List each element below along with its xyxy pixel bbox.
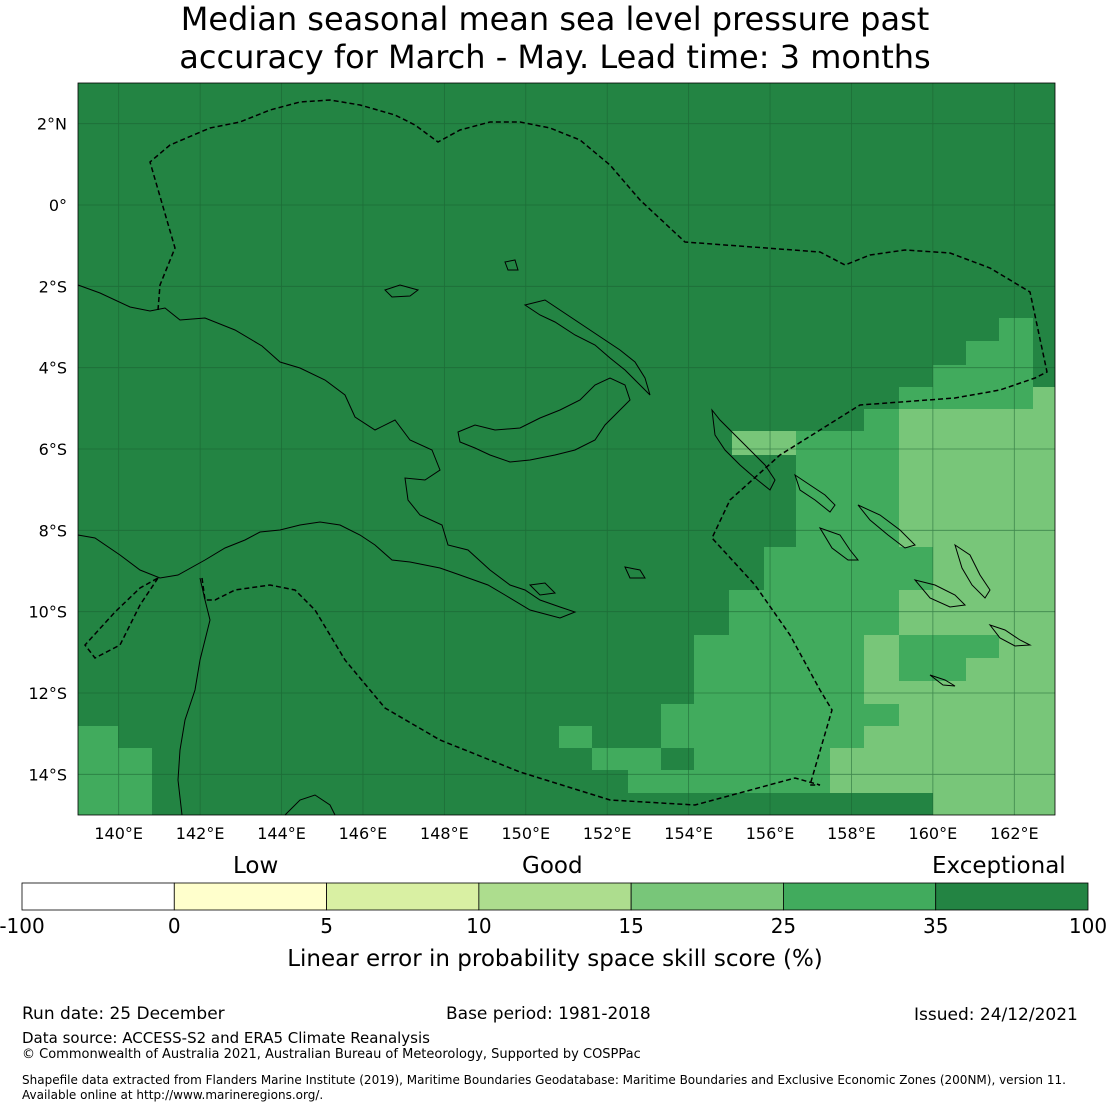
- colorbar-label: Linear error in probability space skill …: [287, 946, 823, 972]
- chart-title: Median seasonal mean sea level pressure …: [0, 0, 1110, 76]
- title-line-1: Median seasonal mean sea level pressure …: [180, 0, 930, 38]
- title-line-2: accuracy for March - May. Lead time: 3 m…: [179, 38, 931, 76]
- colorbar-segment: [478, 882, 632, 911]
- colorbar-tick-label: 0: [168, 914, 181, 938]
- lon-tick-label: 150°E: [501, 824, 550, 843]
- lon-tick-label: 144°E: [257, 824, 306, 843]
- longitude-labels: 140°E 142°E 144°E 146°E 148°E 150°E 152°E 154°E…: [94, 824, 1038, 843]
- colorbar-segment: [935, 882, 1089, 911]
- lat-tick-label: 6°S: [39, 440, 67, 459]
- colorbar-segment: [630, 882, 784, 911]
- lat-tick-label: 12°S: [28, 684, 67, 703]
- lon-tick-label: 148°E: [420, 824, 469, 843]
- colorbar-segment: [21, 882, 175, 911]
- lon-tick-label: 142°E: [176, 824, 225, 843]
- colorbar-tick-label: 35: [923, 914, 948, 938]
- lon-tick-label: 152°E: [583, 824, 632, 843]
- lon-tick-label: 146°E: [339, 824, 388, 843]
- colorbar-segment: [783, 882, 937, 911]
- coastlines: [77, 259, 1032, 816]
- colorbar-tick-label: 100: [1069, 914, 1107, 938]
- skill-region-25-35-islands: [661, 635, 999, 770]
- lat-tick-label: 14°S: [28, 765, 67, 784]
- base-period: Base period: 1981-2018: [446, 1004, 651, 1024]
- colorbar-tick-label: 25: [771, 914, 796, 938]
- lat-tick-label: 2°N: [37, 115, 67, 134]
- colorbar-tick-label: 10: [466, 914, 491, 938]
- category-exceptional: Exceptional: [932, 853, 1066, 879]
- category-good: Good: [522, 853, 583, 879]
- map-frame: [77, 82, 1056, 816]
- colorbar-tick-label: -100: [0, 914, 45, 938]
- colorbar-tick-label: 15: [618, 914, 643, 938]
- colorbar-tick-label: 5: [320, 914, 333, 938]
- shapefile-credit-line2: Available online at http://www.marinereg…: [22, 1088, 324, 1102]
- run-date: Run date: 25 December: [22, 1004, 225, 1024]
- eez-boundaries: [84, 99, 1048, 806]
- data-source: Data source: ACCESS-S2 and ERA5 Climate …: [22, 1029, 430, 1047]
- colorbar: -100 0 5 10 15 25 35 100: [0, 882, 1107, 938]
- lat-tick-label: 10°S: [28, 603, 67, 622]
- colorbar-segment: [326, 882, 480, 911]
- map-gridlines: [78, 83, 1055, 815]
- lon-tick-label: 160°E: [909, 824, 958, 843]
- issued-date: Issued: 24/12/2021: [914, 1005, 1078, 1025]
- shapefile-credit-line1: Shapefile data extracted from Flanders M…: [22, 1073, 1066, 1087]
- latitude-labels: 2°N 0° 2°S 4°S 6°S 8°S 10°S 12°S 14°S: [28, 115, 67, 785]
- colorbar-segment: [173, 882, 327, 911]
- lon-tick-label: 158°E: [827, 824, 876, 843]
- lon-tick-label: 162°E: [990, 824, 1039, 843]
- copyright: © Commonwealth of Australia 2021, Austra…: [22, 1047, 641, 1062]
- lat-tick-label: 2°S: [39, 277, 67, 296]
- lon-tick-label: 156°E: [746, 824, 795, 843]
- lat-tick-label: 4°S: [39, 359, 67, 378]
- lon-tick-label: 154°E: [664, 824, 713, 843]
- category-low: Low: [233, 853, 279, 879]
- lon-tick-label: 140°E: [94, 824, 143, 843]
- lat-tick-label: 8°S: [39, 521, 67, 540]
- lat-tick-label: 0°: [49, 196, 67, 215]
